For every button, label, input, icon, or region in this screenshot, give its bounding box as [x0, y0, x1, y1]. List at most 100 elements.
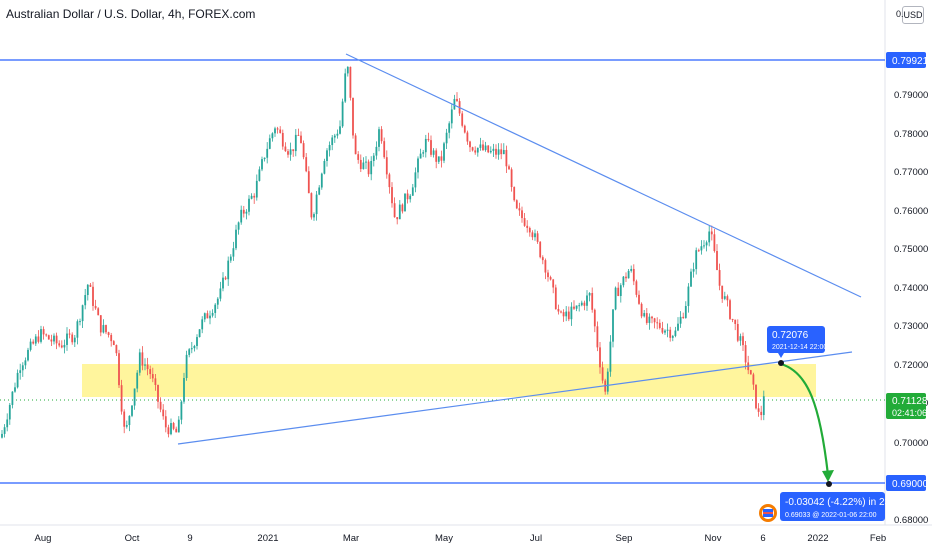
candle-body [378, 129, 380, 147]
time-tick-label: 6 [760, 533, 765, 544]
candle-body [118, 353, 120, 386]
candle-body [45, 334, 48, 336]
time-tick-label: Aug [35, 533, 52, 544]
candle-body [471, 147, 474, 151]
candle-body [73, 337, 76, 343]
candle-body [744, 345, 747, 363]
candle-body [315, 194, 318, 215]
candle-body [320, 173, 323, 188]
candle-body [367, 161, 370, 175]
candle-body [172, 423, 175, 429]
price-tick-label: 0.68000 [894, 515, 928, 526]
candle-body [37, 336, 40, 342]
price-tick-label: 0.77000 [894, 167, 928, 178]
candle-body [198, 329, 201, 338]
descending-trendline[interactable] [345, 53, 862, 298]
candle-body [107, 332, 110, 335]
candle-body [297, 134, 300, 136]
candle-body [177, 419, 180, 433]
candle-body [154, 378, 157, 386]
candle-body [718, 270, 721, 286]
time-tick-label: Sep [616, 533, 633, 544]
candle-body [281, 132, 284, 147]
resistance-price-text: 0.79921 [892, 56, 929, 67]
candle-body [643, 313, 646, 317]
candle-body [110, 334, 113, 342]
candle-body [266, 148, 269, 158]
candle-body [180, 401, 183, 420]
candle-body [63, 344, 66, 348]
candle-body [731, 318, 734, 320]
candle-body [409, 195, 412, 200]
candle-body [185, 354, 188, 379]
candle-body [32, 341, 35, 344]
time-tick-label: Feb [870, 533, 886, 544]
candle-body [370, 160, 373, 175]
currency-button[interactable]: USD [902, 6, 924, 24]
candle-body [84, 295, 87, 306]
candle-body [635, 281, 638, 295]
candle-body [159, 401, 162, 410]
candle-body [723, 296, 726, 299]
time-tick-label: 9 [187, 533, 192, 544]
candle-body [705, 242, 708, 246]
ascending-trendline[interactable] [177, 351, 853, 445]
candle-body [430, 140, 432, 155]
candle-body [271, 133, 274, 139]
candle-body [749, 370, 752, 375]
candle-body [97, 308, 100, 316]
candle-body [279, 129, 282, 133]
time-tick-label: Mar [343, 533, 359, 544]
candle-body [11, 391, 14, 405]
candle-body [461, 113, 464, 126]
time-axis[interactable]: Aug Oct 9 2021 Mar May Jul Sep Nov 6 2022 Feb [35, 533, 887, 544]
candle-body [588, 293, 591, 296]
candle-body [432, 150, 435, 155]
candle-body [331, 137, 334, 146]
candle-body [687, 286, 690, 307]
candle-body [19, 370, 22, 373]
candle-body [255, 180, 258, 198]
candle-body [53, 335, 55, 342]
candle-body [419, 153, 422, 159]
candle-body [120, 385, 123, 412]
current-price-text: 0.71128 [892, 396, 928, 407]
candle-body [203, 313, 206, 320]
candle-body [401, 204, 404, 212]
candle-body [391, 187, 393, 204]
candle-body [617, 287, 620, 296]
projection-detail-text: 0.69033 @ 2022-01-06 22:00 [785, 512, 877, 519]
candle-body [539, 241, 542, 258]
candle-body [736, 323, 739, 341]
candle-body [190, 348, 193, 350]
candle-body [112, 341, 115, 346]
candle-body [500, 149, 503, 155]
support-zone [82, 364, 816, 397]
candle-body [671, 335, 674, 338]
candle-body [383, 141, 386, 158]
candle-body [240, 209, 243, 223]
candle-body [294, 134, 297, 152]
target-price-badge: 0.69000 [886, 475, 929, 491]
candle-body [209, 315, 211, 319]
candle-body [357, 154, 360, 160]
candle-body [300, 135, 302, 144]
candle-body [393, 203, 396, 218]
candle-body [593, 309, 596, 327]
candle-body [307, 171, 310, 194]
time-tick-label: Nov [705, 533, 722, 544]
candle-body [760, 411, 763, 416]
candle-body [385, 157, 388, 175]
candle-body [105, 325, 107, 333]
projection-start-dot [778, 360, 784, 366]
candle-body [448, 123, 451, 133]
candle-body [354, 135, 357, 155]
candle-body [632, 268, 635, 282]
price-axis[interactable]: 0.79000 0.78000 0.77000 0.76000 0.75000 0.740… [894, 90, 928, 526]
price-tick-label: 0.72000 [894, 360, 928, 371]
price-tick-label: 0.76000 [894, 206, 928, 217]
candle-body [651, 316, 653, 319]
candle-body [531, 232, 534, 238]
candle-body [206, 313, 209, 319]
